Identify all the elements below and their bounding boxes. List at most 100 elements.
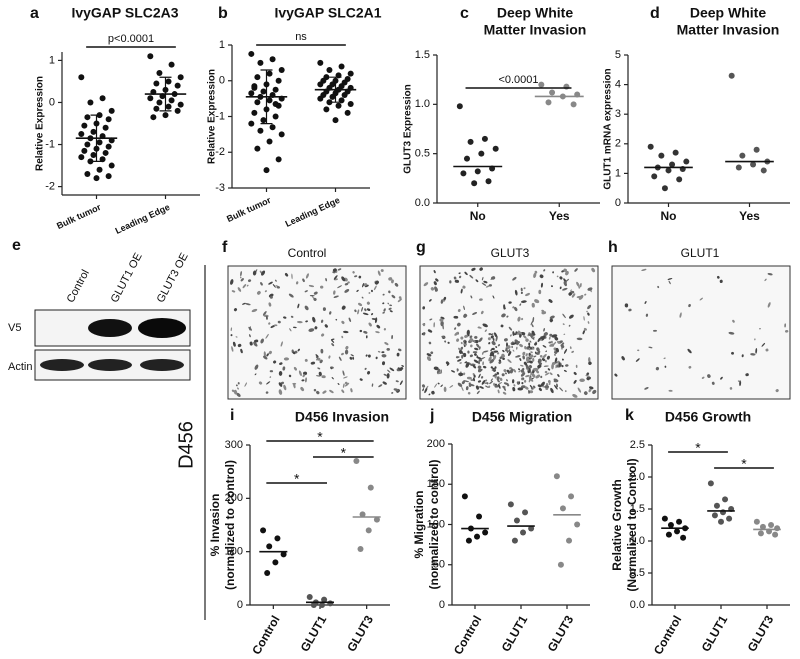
data-point bbox=[753, 518, 760, 525]
cell-speck bbox=[530, 319, 534, 326]
cell-speck bbox=[561, 365, 564, 368]
cell-speck bbox=[564, 278, 570, 283]
data-point bbox=[456, 103, 463, 110]
data-point bbox=[332, 117, 339, 124]
cell-speck bbox=[344, 382, 350, 387]
cell-speck bbox=[523, 361, 528, 366]
cell-speck bbox=[497, 382, 503, 385]
cell-speck bbox=[291, 273, 293, 280]
cell-speck bbox=[530, 333, 533, 338]
cell-speck bbox=[469, 274, 474, 279]
cell-speck bbox=[534, 299, 540, 304]
data-point bbox=[260, 527, 267, 534]
data-point bbox=[467, 138, 474, 145]
cell-speck bbox=[356, 289, 359, 292]
y-tick-label: -2 bbox=[215, 146, 225, 158]
significance-label: * bbox=[741, 456, 747, 472]
cell-speck bbox=[525, 356, 530, 363]
data-point bbox=[665, 531, 672, 538]
cell-speck bbox=[488, 284, 492, 287]
cell-speck bbox=[349, 356, 353, 360]
cell-speck bbox=[699, 297, 703, 301]
cell-speck bbox=[648, 346, 653, 349]
cell-speck bbox=[461, 386, 464, 392]
cell-speck bbox=[549, 318, 554, 323]
cell-speck bbox=[447, 341, 450, 344]
cell-speck bbox=[292, 326, 297, 329]
cell-speck bbox=[621, 356, 625, 361]
cell-speck bbox=[628, 308, 632, 312]
cell-speck bbox=[720, 376, 723, 380]
panel-label: i bbox=[230, 407, 234, 424]
cell-speck bbox=[529, 390, 534, 394]
data-point bbox=[90, 128, 97, 135]
cell-speck bbox=[532, 385, 536, 389]
cell-speck bbox=[471, 267, 476, 271]
cell-speck bbox=[322, 307, 326, 311]
data-point bbox=[753, 146, 760, 153]
cell-speck bbox=[519, 303, 522, 306]
cell-speck bbox=[235, 384, 238, 387]
cell-speck bbox=[741, 354, 744, 358]
cell-speck bbox=[382, 381, 387, 385]
data-point bbox=[647, 143, 654, 150]
cell-speck bbox=[523, 287, 526, 290]
cell-speck bbox=[495, 335, 498, 342]
cell-speck bbox=[764, 278, 767, 282]
cell-speck bbox=[477, 326, 482, 329]
blot-band bbox=[88, 319, 132, 337]
cell-speck bbox=[383, 308, 386, 312]
x-tick-label: GLUT3 bbox=[545, 613, 577, 654]
cell-speck bbox=[466, 376, 472, 380]
cell-speck bbox=[538, 289, 542, 295]
data-point bbox=[760, 167, 767, 174]
cell-speck bbox=[585, 374, 590, 378]
cell-speck bbox=[240, 271, 242, 277]
cell-speck bbox=[460, 288, 463, 294]
chart-title: IvyGAP SLC2A3 bbox=[71, 5, 178, 21]
cell-speck bbox=[313, 388, 317, 392]
data-point bbox=[254, 145, 261, 152]
cell-speck bbox=[571, 293, 576, 298]
cell-speck bbox=[531, 346, 535, 350]
cell-speck bbox=[541, 358, 546, 362]
cell-speck bbox=[451, 370, 456, 373]
cell-speck bbox=[429, 318, 433, 321]
cell-speck bbox=[485, 385, 489, 388]
cell-speck bbox=[341, 320, 345, 325]
cell-speck bbox=[472, 312, 478, 315]
x-tick-label: Yes bbox=[739, 209, 760, 223]
data-point bbox=[520, 529, 527, 536]
cell-speck bbox=[563, 281, 567, 287]
cell-speck bbox=[352, 356, 355, 360]
cell-speck bbox=[587, 304, 592, 310]
cell-speck bbox=[554, 384, 558, 390]
cell-speck bbox=[480, 310, 484, 315]
cell-speck bbox=[481, 379, 486, 385]
cell-speck bbox=[481, 282, 487, 286]
cell-speck bbox=[501, 373, 505, 377]
cell-speck bbox=[519, 343, 523, 348]
data-point bbox=[485, 178, 492, 185]
cell-speck bbox=[263, 351, 266, 357]
cell-speck bbox=[391, 279, 394, 284]
cell-speck bbox=[272, 284, 276, 288]
cell-speck bbox=[437, 382, 440, 385]
cell-speck bbox=[395, 380, 399, 383]
cell-speck bbox=[458, 372, 464, 377]
cell-speck bbox=[389, 304, 393, 307]
data-point bbox=[153, 105, 160, 112]
cell-speck bbox=[359, 378, 363, 381]
data-point bbox=[99, 156, 106, 163]
cell-speck bbox=[583, 316, 585, 321]
cell-speck bbox=[635, 358, 640, 362]
y-tick-label: 1 bbox=[615, 167, 621, 179]
cell-speck bbox=[244, 382, 247, 387]
data-point bbox=[347, 70, 354, 77]
y-axis-label: (Normalized to Control) bbox=[625, 458, 639, 591]
data-point bbox=[341, 92, 348, 99]
data-point bbox=[108, 162, 115, 169]
cell-speck bbox=[274, 279, 277, 282]
cell-speck bbox=[536, 350, 541, 355]
y-tick-label: 1.5 bbox=[630, 503, 645, 515]
